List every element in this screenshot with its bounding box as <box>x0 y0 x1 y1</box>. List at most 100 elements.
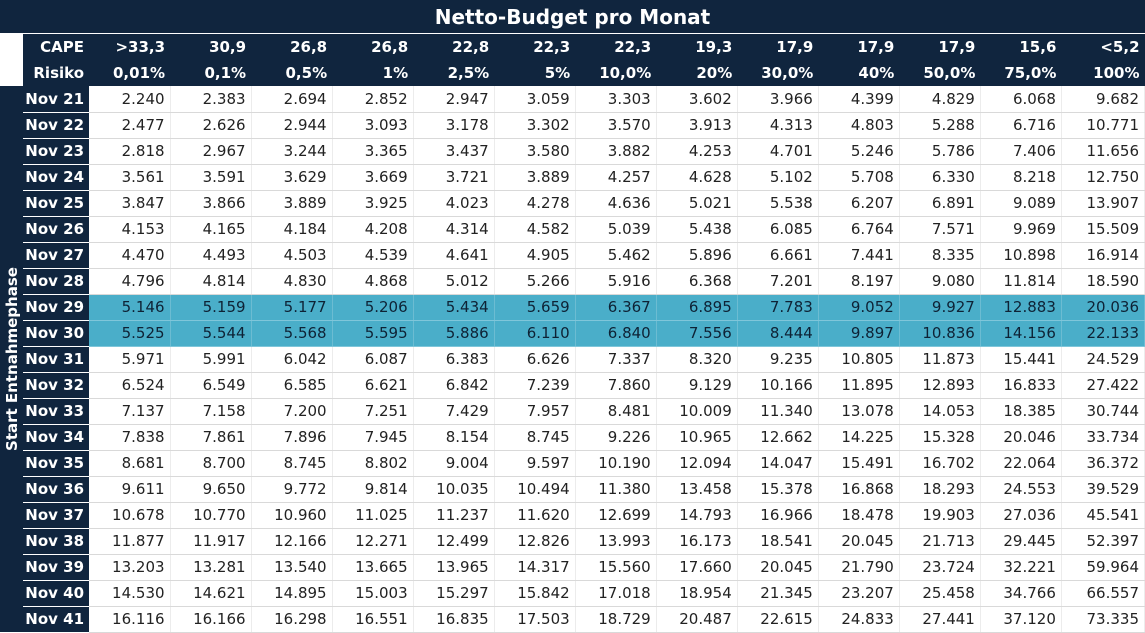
table-cell[interactable]: 6.330 <box>899 164 981 191</box>
table-cell[interactable]: 4.313 <box>737 112 819 139</box>
table-cell[interactable]: 13.078 <box>818 398 900 425</box>
table-cell[interactable]: 6.367 <box>575 294 657 321</box>
table-cell[interactable]: 24.529 <box>1061 346 1145 373</box>
table-cell[interactable]: 5.544 <box>170 320 252 347</box>
table-cell[interactable]: 4.165 <box>170 216 252 243</box>
table-cell[interactable]: 4.628 <box>656 164 738 191</box>
table-cell[interactable]: 13.458 <box>656 476 738 503</box>
table-cell[interactable]: 10.678 <box>89 502 171 529</box>
table-cell[interactable]: 10.494 <box>494 476 576 503</box>
table-cell[interactable]: 13.281 <box>170 554 252 581</box>
table-cell[interactable]: 16.966 <box>737 502 819 529</box>
table-cell[interactable]: 10.009 <box>656 398 738 425</box>
table-cell[interactable]: 16.914 <box>1061 242 1145 269</box>
table-cell[interactable]: 2.947 <box>413 86 495 113</box>
table-cell[interactable]: 25.458 <box>899 580 981 607</box>
table-cell[interactable]: 11.877 <box>89 528 171 555</box>
table-cell[interactable]: 7.861 <box>170 424 252 451</box>
table-cell[interactable]: 5.538 <box>737 190 819 217</box>
table-cell[interactable]: 15.842 <box>494 580 576 607</box>
table-cell[interactable]: 17.503 <box>494 606 576 633</box>
table-cell[interactable]: 4.184 <box>251 216 333 243</box>
table-cell[interactable]: 8.335 <box>899 242 981 269</box>
table-cell[interactable]: 18.729 <box>575 606 657 633</box>
table-cell[interactable]: 2.967 <box>170 138 252 165</box>
table-cell[interactable]: 6.042 <box>251 346 333 373</box>
table-cell[interactable]: 5.021 <box>656 190 738 217</box>
table-cell[interactable]: 15.441 <box>980 346 1062 373</box>
table-cell[interactable]: 9.004 <box>413 450 495 477</box>
table-cell[interactable]: 5.246 <box>818 138 900 165</box>
table-cell[interactable]: 6.661 <box>737 242 819 269</box>
table-cell[interactable]: 15.491 <box>818 450 900 477</box>
table-cell[interactable]: 7.137 <box>89 398 171 425</box>
table-cell[interactable]: 4.023 <box>413 190 495 217</box>
table-cell[interactable]: 3.178 <box>413 112 495 139</box>
table-cell[interactable]: 4.493 <box>170 242 252 269</box>
table-cell[interactable]: 16.298 <box>251 606 333 633</box>
table-cell[interactable]: 10.771 <box>1061 112 1145 139</box>
table-cell[interactable]: 5.708 <box>818 164 900 191</box>
table-cell[interactable]: 20.487 <box>656 606 738 633</box>
table-cell[interactable]: 15.328 <box>899 424 981 451</box>
table-cell[interactable]: 5.568 <box>251 320 333 347</box>
table-cell[interactable]: 13.907 <box>1061 190 1145 217</box>
table-cell[interactable]: 14.225 <box>818 424 900 451</box>
table-cell[interactable]: 4.814 <box>170 268 252 295</box>
table-cell[interactable]: 3.866 <box>170 190 252 217</box>
table-cell[interactable]: 5.177 <box>251 294 333 321</box>
table-cell[interactable]: 5.659 <box>494 294 576 321</box>
table-cell[interactable]: 5.159 <box>170 294 252 321</box>
table-cell[interactable]: 4.278 <box>494 190 576 217</box>
table-cell[interactable]: 9.052 <box>818 294 900 321</box>
table-cell[interactable]: 7.571 <box>899 216 981 243</box>
table-cell[interactable]: 10.805 <box>818 346 900 373</box>
table-cell[interactable]: 9.129 <box>656 372 738 399</box>
table-cell[interactable]: 9.682 <box>1061 86 1145 113</box>
table-cell[interactable]: 5.012 <box>413 268 495 295</box>
table-cell[interactable]: 7.896 <box>251 424 333 451</box>
table-cell[interactable]: 5.206 <box>332 294 414 321</box>
table-cell[interactable]: 12.883 <box>980 294 1062 321</box>
table-cell[interactable]: 20.045 <box>818 528 900 555</box>
table-cell[interactable]: 21.345 <box>737 580 819 607</box>
table-cell[interactable]: 4.868 <box>332 268 414 295</box>
table-cell[interactable]: 4.830 <box>251 268 333 295</box>
table-cell[interactable]: 5.916 <box>575 268 657 295</box>
table-cell[interactable]: 7.838 <box>89 424 171 451</box>
table-cell[interactable]: 39.529 <box>1061 476 1145 503</box>
table-cell[interactable]: 2.626 <box>170 112 252 139</box>
table-cell[interactable]: 9.080 <box>899 268 981 295</box>
table-cell[interactable]: 8.681 <box>89 450 171 477</box>
table-cell[interactable]: 6.585 <box>251 372 333 399</box>
table-cell[interactable]: 6.895 <box>656 294 738 321</box>
table-cell[interactable]: 9.897 <box>818 320 900 347</box>
table-cell[interactable]: 19.903 <box>899 502 981 529</box>
table-cell[interactable]: 4.641 <box>413 242 495 269</box>
table-cell[interactable]: 5.438 <box>656 216 738 243</box>
table-cell[interactable]: 4.208 <box>332 216 414 243</box>
table-cell[interactable]: 11.340 <box>737 398 819 425</box>
table-cell[interactable]: 3.093 <box>332 112 414 139</box>
table-cell[interactable]: 10.836 <box>899 320 981 347</box>
table-cell[interactable]: 3.602 <box>656 86 738 113</box>
table-cell[interactable]: 7.783 <box>737 294 819 321</box>
table-cell[interactable]: 6.842 <box>413 372 495 399</box>
table-cell[interactable]: 12.893 <box>899 372 981 399</box>
table-cell[interactable]: 14.156 <box>980 320 1062 347</box>
table-cell[interactable]: 3.591 <box>170 164 252 191</box>
table-cell[interactable]: 9.814 <box>332 476 414 503</box>
table-cell[interactable]: 8.320 <box>656 346 738 373</box>
table-cell[interactable]: 4.253 <box>656 138 738 165</box>
table-cell[interactable]: 3.966 <box>737 86 819 113</box>
table-cell[interactable]: 12.699 <box>575 502 657 529</box>
table-cell[interactable]: 2.818 <box>89 138 171 165</box>
table-cell[interactable]: 22.615 <box>737 606 819 633</box>
table-cell[interactable]: 12.662 <box>737 424 819 451</box>
table-cell[interactable]: 11.873 <box>899 346 981 373</box>
table-cell[interactable]: 3.244 <box>251 138 333 165</box>
table-cell[interactable]: 5.886 <box>413 320 495 347</box>
table-cell[interactable]: 6.383 <box>413 346 495 373</box>
table-cell[interactable]: 7.406 <box>980 138 1062 165</box>
table-cell[interactable]: 6.068 <box>980 86 1062 113</box>
